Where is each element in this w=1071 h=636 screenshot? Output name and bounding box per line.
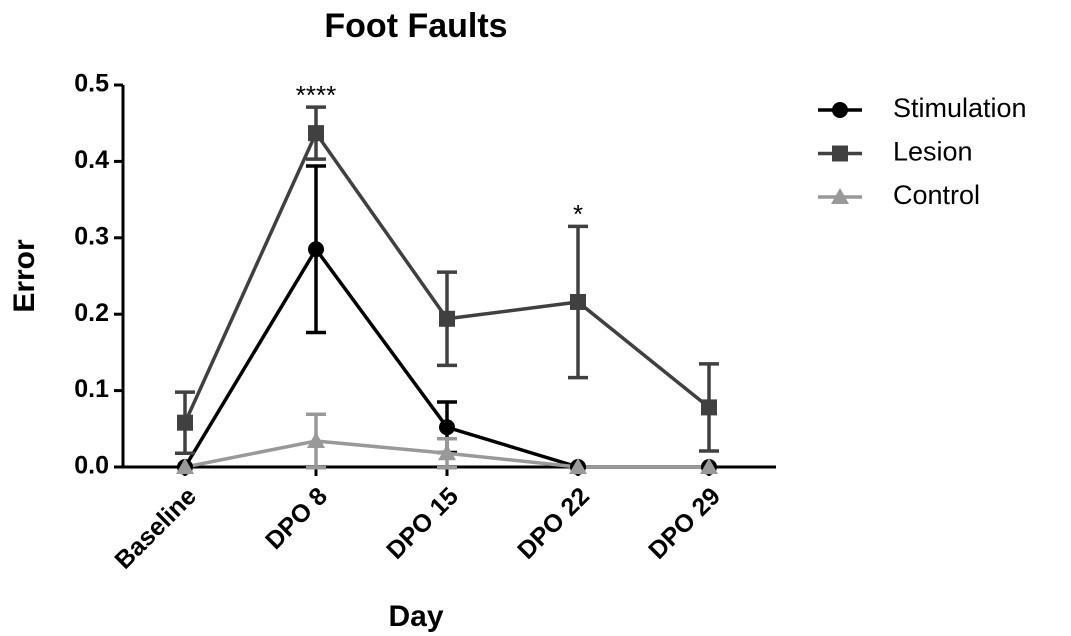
y-axis-label: Error bbox=[8, 239, 41, 313]
x-tick-label: Baseline bbox=[109, 482, 202, 575]
point bbox=[439, 310, 455, 327]
point bbox=[308, 125, 324, 142]
legend-marker bbox=[832, 102, 848, 118]
y-tick-label: 0.2 bbox=[74, 299, 109, 327]
y-tick-label: 0.1 bbox=[74, 375, 109, 403]
point bbox=[701, 399, 717, 416]
y-tick-label: 0.4 bbox=[74, 146, 109, 174]
y-tick-label: 0.5 bbox=[74, 70, 109, 98]
x-tick-label: DPO 15 bbox=[381, 482, 464, 565]
point bbox=[570, 293, 586, 310]
legend-label: Lesion bbox=[893, 137, 973, 167]
point bbox=[439, 419, 455, 436]
point bbox=[176, 458, 194, 474]
point bbox=[438, 444, 456, 461]
point bbox=[307, 432, 325, 449]
x-tick-label: DPO 29 bbox=[643, 482, 726, 565]
x-axis-label: Day bbox=[388, 600, 443, 633]
point bbox=[700, 458, 718, 474]
legend-label: Stimulation bbox=[893, 93, 1027, 123]
x-tick-label: DPO 22 bbox=[512, 482, 595, 565]
legend-marker bbox=[832, 145, 848, 162]
legend-label: Control bbox=[893, 180, 980, 210]
annotation: * bbox=[573, 199, 583, 229]
annotation: **** bbox=[296, 80, 336, 110]
y-tick-label: 0.3 bbox=[74, 222, 109, 250]
legend-marker bbox=[831, 188, 849, 204]
point bbox=[177, 414, 193, 431]
y-tick-label: 0.0 bbox=[74, 452, 109, 480]
chart-title: Foot Faults bbox=[324, 7, 507, 45]
point bbox=[569, 458, 587, 474]
x-tick-label: DPO 8 bbox=[260, 482, 333, 555]
point bbox=[308, 241, 324, 258]
